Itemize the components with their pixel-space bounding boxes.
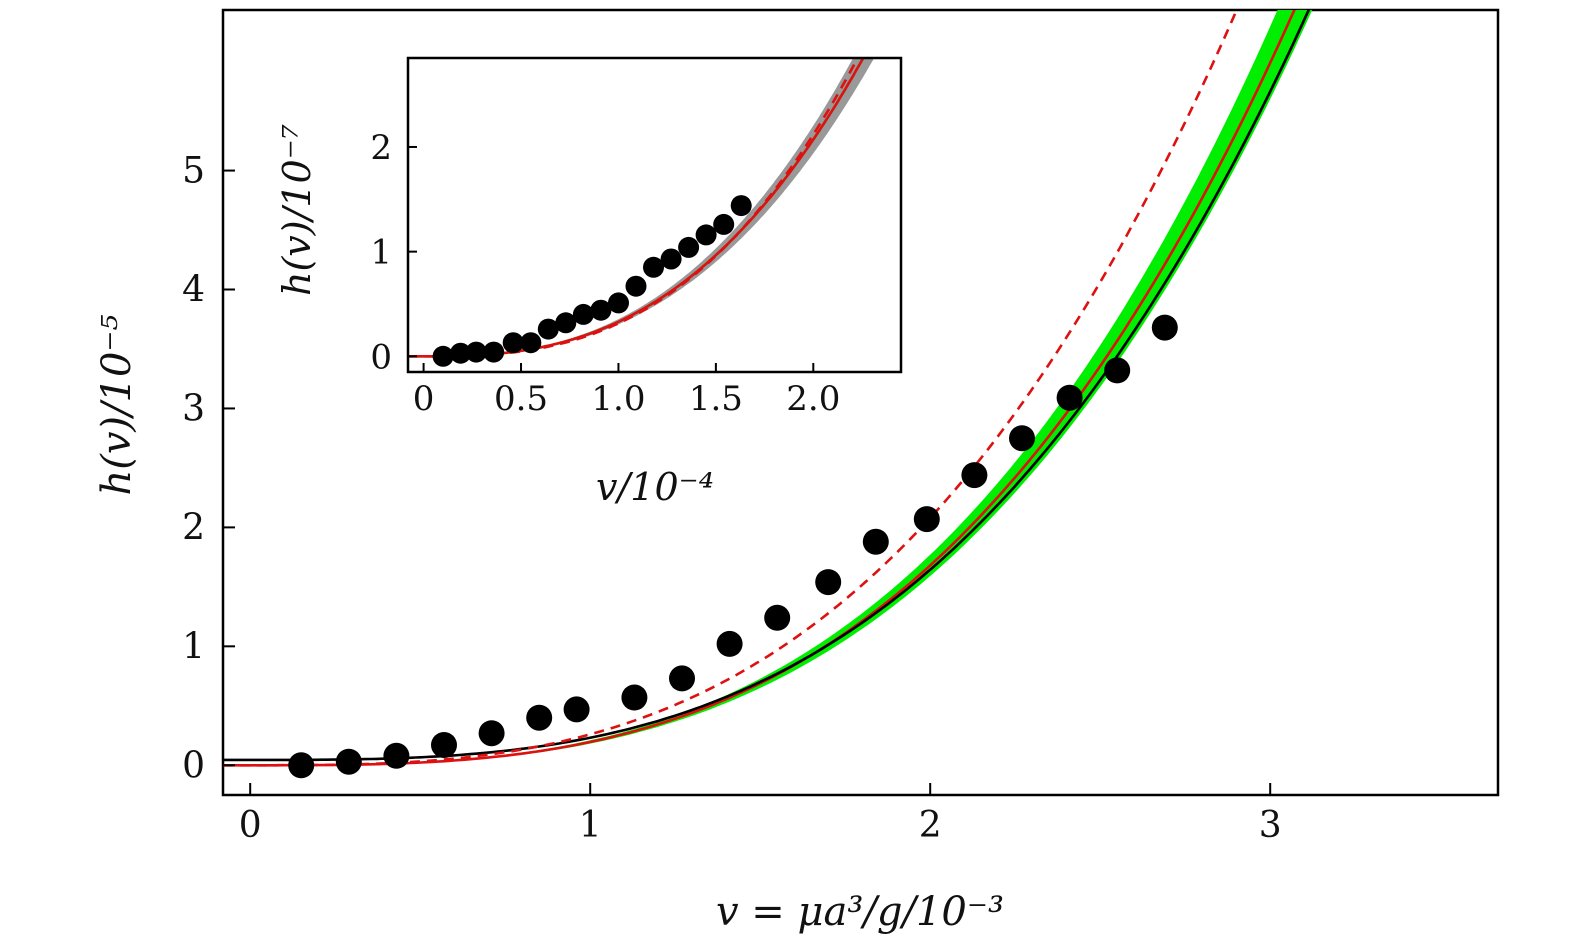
main-y-tick-label: 1 bbox=[182, 626, 205, 667]
inset-y-tick-label: 1 bbox=[370, 233, 392, 273]
inset-data-point bbox=[590, 299, 612, 321]
main-data-point bbox=[335, 748, 362, 775]
inset-data-point bbox=[572, 303, 594, 325]
inset-data-point bbox=[713, 213, 735, 235]
inset-data-point bbox=[643, 256, 664, 278]
inset-x-tick-label: 1.5 bbox=[689, 379, 743, 419]
main-y-axis-label: h(v)/10⁻⁵ bbox=[94, 314, 140, 495]
inset-y-tick-label: 0 bbox=[370, 337, 392, 377]
main-y-tick-label: 5 bbox=[182, 151, 205, 192]
inset-data-point bbox=[432, 345, 454, 367]
main-data-point bbox=[961, 462, 988, 489]
main-x-tick-label: 0 bbox=[239, 805, 262, 846]
main-data-point bbox=[1151, 314, 1178, 341]
main-y-tick-label: 3 bbox=[182, 388, 205, 429]
main-x-axis-label: v = μa³/g/10⁻³ bbox=[716, 889, 1004, 935]
inset-x-tick-label: 0 bbox=[413, 379, 435, 419]
main-data-point bbox=[862, 528, 889, 555]
main-data-point bbox=[1009, 425, 1035, 452]
main-data-point bbox=[621, 684, 648, 711]
inset-x-tick-label: 0.5 bbox=[494, 379, 548, 419]
inset-data-point bbox=[660, 248, 682, 270]
main-x-tick-label: 1 bbox=[579, 805, 602, 846]
main-data-point bbox=[288, 752, 315, 779]
inset-data-point bbox=[450, 342, 472, 364]
inset-data-point bbox=[465, 341, 487, 363]
main-plot: 0 1 2 3 0 1 2 3 4 5 v = μa³/g/10⁻³ h(v)/10⁻⁵ bbox=[94, 8, 1500, 935]
main-data-point bbox=[383, 742, 410, 769]
inset-y-axis-label: h(v)/10⁻⁷ bbox=[275, 124, 319, 296]
main-data-point bbox=[764, 604, 791, 631]
main-x-tick-label: 2 bbox=[919, 805, 942, 846]
main-line-0 bbox=[223, 10, 1296, 767]
inset-x-tick-label: 2.0 bbox=[786, 379, 840, 419]
main-data-point bbox=[478, 720, 505, 747]
main-y-tick-label: 0 bbox=[182, 745, 205, 786]
main-data-point bbox=[716, 630, 743, 657]
main-x-tick-label: 3 bbox=[1259, 805, 1282, 846]
inset-data-point bbox=[555, 312, 577, 334]
inset-data-point bbox=[502, 332, 524, 354]
main-data-point bbox=[1056, 384, 1083, 411]
inset-data-point bbox=[625, 275, 647, 297]
main-y-tick-label: 4 bbox=[182, 270, 205, 311]
inset-x-axis-label: v/10⁻⁴ bbox=[596, 465, 714, 509]
main-y-tick-label: 2 bbox=[182, 507, 205, 548]
inset-plot: 0 0.5 1.0 1.5 2.0 0 1 2 v/10⁻⁴ h(v)/10⁻⁷ bbox=[275, 56, 903, 509]
main-data-point bbox=[526, 704, 553, 731]
inset-data-point bbox=[608, 292, 629, 314]
main-data-point bbox=[669, 665, 695, 692]
main-plot-frame bbox=[221, 8, 1500, 797]
inset-background bbox=[408, 58, 901, 372]
main-data-point bbox=[913, 506, 940, 533]
inset-data-point bbox=[483, 341, 505, 363]
main-data-point bbox=[563, 696, 590, 723]
main-data-point bbox=[1104, 357, 1131, 384]
inset-data-point bbox=[730, 195, 752, 217]
inset-data-point bbox=[695, 224, 717, 246]
inset-data-point bbox=[520, 332, 542, 354]
inset-y-tick-label: 2 bbox=[370, 128, 392, 168]
main-data-point bbox=[431, 732, 457, 758]
inset-plot-frame bbox=[406, 56, 903, 374]
inset-data-point bbox=[678, 236, 700, 258]
inset-x-tick-label: 1.0 bbox=[591, 379, 645, 419]
main-data-point bbox=[815, 569, 842, 596]
inset-data-point bbox=[537, 318, 559, 340]
